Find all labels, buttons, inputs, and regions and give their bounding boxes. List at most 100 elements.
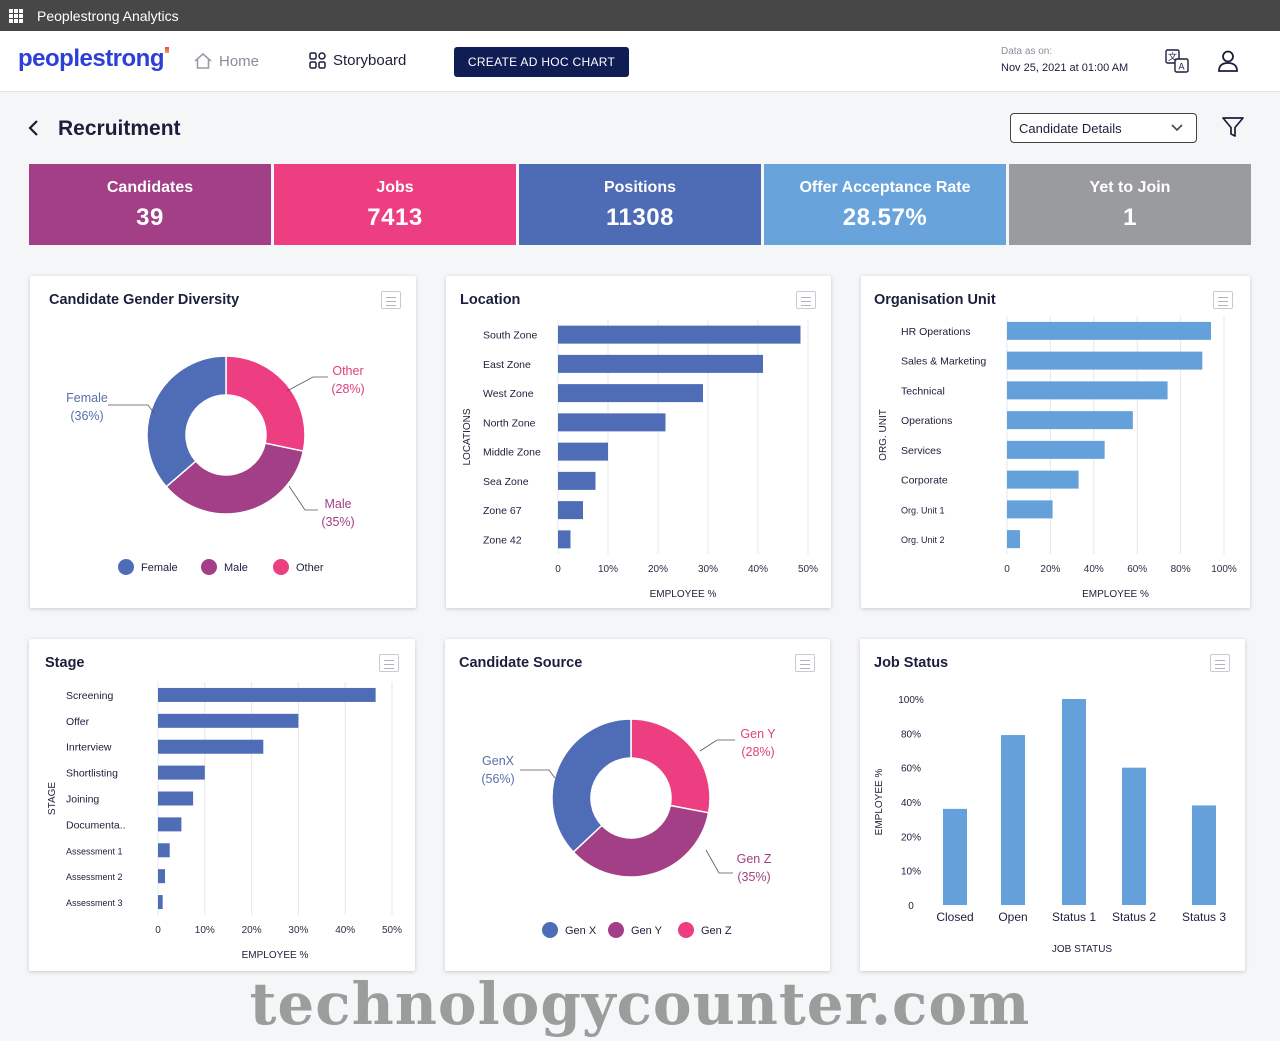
legend-label: Other — [296, 562, 324, 574]
bar — [158, 765, 205, 780]
card-title: Job Status — [874, 655, 949, 671]
donut-slice — [551, 718, 632, 854]
category-label: Status 1 — [1052, 910, 1096, 924]
legend-swatch — [201, 559, 217, 575]
translate-icon[interactable]: 文A — [1164, 48, 1190, 74]
data-as-on-value: Nov 25, 2021 at 01:00 AM — [1001, 62, 1129, 74]
bar — [558, 354, 763, 373]
leader-line — [520, 769, 556, 779]
card-organisation-unit: Organisation Unit 0 20% 40% 60% 80% 100% HR Op… — [861, 276, 1250, 608]
card-menu-icon[interactable] — [379, 654, 399, 672]
kpi-value: 1 — [1123, 204, 1137, 231]
card-menu-icon[interactable] — [795, 654, 815, 672]
category-label: Status 3 — [1182, 910, 1226, 924]
app-title: Peoplestrong Analytics — [37, 7, 179, 24]
user-profile-icon[interactable] — [1215, 48, 1241, 74]
tick-label: 50% — [798, 564, 818, 575]
leader-line — [699, 739, 735, 752]
tick-label: 40% — [1084, 564, 1104, 575]
category-label: HR Operations — [901, 326, 970, 338]
tick-label: 20% — [648, 564, 668, 575]
x-axis-label: EMPLOYEE % — [1082, 589, 1149, 600]
category-label: Zone 42 — [483, 534, 522, 546]
tick-label: 60% — [1127, 564, 1147, 575]
bar — [158, 843, 170, 858]
bar — [158, 687, 376, 702]
tick-label: 40% — [901, 798, 921, 809]
back-arrow-icon[interactable] — [26, 118, 42, 138]
kpi-candidates[interactable]: Candidates 39 — [29, 164, 271, 245]
slice-percent: (36%) — [70, 409, 103, 423]
job-status-bar-chart: 0 10% 20% 40% 60% 80% 100% Closed Open Status 1 St… — [874, 695, 1226, 955]
bar — [1007, 440, 1105, 459]
legend-label: Gen Z — [701, 925, 732, 937]
kpi-offer-acceptance-rate[interactable]: Offer Acceptance Rate 28.57% — [764, 164, 1006, 245]
legend-swatch — [118, 559, 134, 575]
category-label: Offer — [66, 716, 90, 728]
kpi-strip: Candidates 39 Jobs 7413 Positions 11308 Off… — [29, 164, 1251, 245]
bar — [558, 413, 666, 432]
category-label: Sales & Marketing — [901, 356, 986, 368]
category-label: Open — [998, 910, 1027, 924]
kpi-yet-to-join[interactable]: Yet to Join 1 — [1009, 164, 1251, 245]
legend-swatch — [273, 559, 289, 575]
bar — [158, 895, 163, 910]
category-label: Status 2 — [1112, 910, 1156, 924]
kpi-value: 7413 — [367, 204, 423, 231]
y-axis-label: STAGE — [47, 782, 58, 815]
card-menu-icon[interactable] — [796, 291, 816, 309]
bar — [1007, 321, 1211, 340]
category-label: Org. Unit 1 — [901, 505, 945, 515]
home-icon — [194, 52, 212, 69]
bar — [158, 791, 194, 806]
bar — [1001, 735, 1025, 905]
slice-label: Female — [66, 391, 108, 405]
card-menu-icon[interactable] — [1210, 654, 1230, 672]
page-title: Recruitment — [58, 117, 181, 140]
slice-label: Male — [324, 497, 351, 511]
kpi-jobs[interactable]: Jobs 7413 — [274, 164, 516, 245]
leader-line — [108, 404, 155, 414]
category-label: Operations — [901, 415, 952, 427]
tick-label: 10% — [901, 867, 921, 878]
bar — [1007, 381, 1168, 400]
filter-icon[interactable] — [1221, 115, 1245, 139]
card-menu-icon[interactable] — [1213, 291, 1233, 309]
tick-label: 40% — [748, 564, 768, 575]
donut-slice — [630, 718, 711, 814]
bar — [943, 808, 967, 905]
card-menu-icon[interactable] — [381, 291, 401, 309]
donut-slice — [572, 804, 710, 878]
category-label: Org. Unit 2 — [901, 535, 945, 545]
legend-swatch — [678, 922, 694, 938]
card-title: Candidate Gender Diversity — [49, 292, 240, 308]
logo[interactable]: peoplestrong — [18, 45, 170, 73]
donut-slice — [165, 442, 305, 515]
legend-label: Gen X — [565, 925, 597, 937]
leader-line — [286, 376, 328, 392]
category-label: West Zone — [483, 388, 534, 400]
watermark: technologycounter.com — [249, 970, 1031, 1038]
category-label: Sea Zone — [483, 476, 529, 488]
category-label: Services — [901, 445, 941, 457]
view-select-dropdown[interactable]: Candidate Details — [1010, 113, 1197, 143]
create-adhoc-chart-button[interactable]: CREATE AD HOC CHART — [454, 47, 629, 77]
category-label: Inrterview — [66, 742, 112, 754]
tick-label: 40% — [335, 925, 355, 936]
kpi-positions[interactable]: Positions 11308 — [519, 164, 761, 245]
slice-label: GenX — [482, 754, 515, 768]
category-label: Zone 67 — [483, 505, 522, 517]
card-title: Stage — [45, 655, 85, 671]
slice-label: Other — [332, 364, 363, 378]
logo-mark-icon — [165, 47, 170, 53]
apps-grid-icon[interactable] — [9, 8, 23, 23]
card-title: Organisation Unit — [874, 292, 996, 308]
bar — [558, 384, 703, 403]
category-label: Assessment 3 — [66, 898, 123, 908]
nav-storyboard[interactable]: Storyboard — [308, 51, 406, 70]
nav-home[interactable]: Home — [193, 51, 259, 71]
kpi-label: Jobs — [376, 179, 414, 196]
x-axis-label: EMPLOYEE % — [242, 950, 309, 961]
category-label: Screening — [66, 690, 113, 702]
org-unit-bar-chart: 0 20% 40% 60% 80% 100% HR Operations Sales & Ma… — [878, 316, 1237, 600]
